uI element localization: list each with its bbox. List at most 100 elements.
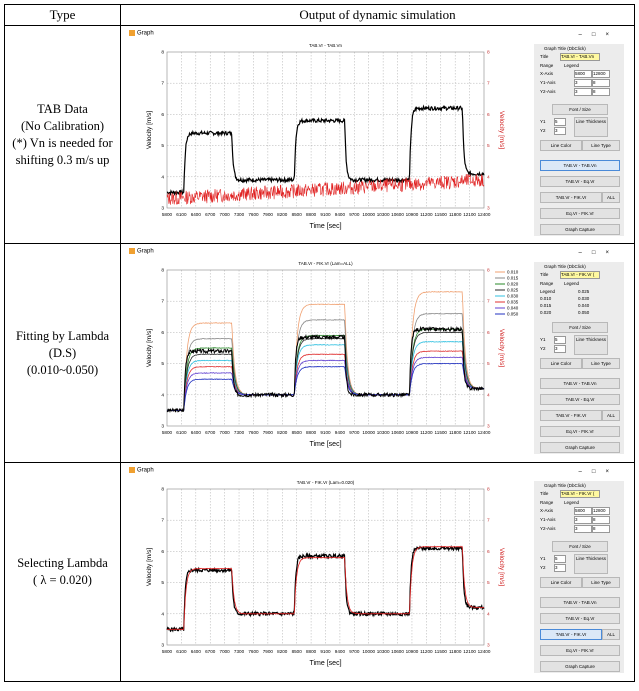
y1-max-input[interactable]: 8 xyxy=(592,516,610,524)
y1-axis-checkbox: Y1-Axis xyxy=(540,517,556,522)
y2-min-input[interactable]: 3 xyxy=(574,88,592,96)
font-size-button[interactable]: Font / Size xyxy=(552,541,608,552)
x-max-input[interactable]: 12800 xyxy=(592,70,610,78)
line-thickness-button[interactable]: Line Thickness xyxy=(574,117,608,137)
window-title: Graph xyxy=(137,30,154,37)
eq-vr-fik-vr-button[interactable]: Eq.Vr - FIK.Vr xyxy=(540,645,620,656)
font-size-button[interactable]: Font / Size xyxy=(552,322,608,333)
y2-checkbox: Y2 xyxy=(540,346,546,351)
series-line-tab-vr xyxy=(166,325,485,413)
x-min-input[interactable]: 5800 xyxy=(574,70,592,78)
x-tick-label: 12100 xyxy=(463,649,476,654)
y1-checkbox: Y1 xyxy=(540,556,546,561)
tab-vr-eq-vr-button[interactable]: TAB.Vr - Eq.Vr xyxy=(540,176,620,187)
y2-thickness-input[interactable]: 3 xyxy=(554,127,566,135)
y1-thickness-input[interactable]: 5 xyxy=(554,118,566,126)
line-type-button[interactable]: Line Type xyxy=(582,358,620,369)
close-icon[interactable]: × xyxy=(605,250,619,256)
y1-thickness-input[interactable]: 5 xyxy=(554,336,566,344)
x-tick-label: 12100 xyxy=(463,212,476,217)
lambda-checkbox: 0.025 xyxy=(578,289,590,294)
tab-vr-fik-vr-button[interactable]: TAB.Vr - FIK.Vr xyxy=(540,410,602,421)
y2-thickness-input[interactable]: 3 xyxy=(554,345,566,353)
line-type-button[interactable]: Line Type xyxy=(582,577,620,588)
y1-min-input[interactable]: 3 xyxy=(574,79,592,87)
label-line: shifting 0.3 m/s up xyxy=(15,152,110,167)
x-min-input[interactable]: 5800 xyxy=(574,507,592,515)
graph-capture-button[interactable]: Graph Capture xyxy=(540,661,620,672)
x-tick-label: 7900 xyxy=(263,212,274,217)
y2-tick-label: 6 xyxy=(487,549,490,555)
y2-min-input[interactable]: 3 xyxy=(574,525,592,533)
minimize-icon[interactable]: – xyxy=(578,469,592,475)
y2-axis-checkbox: Y2-Axis xyxy=(540,526,556,531)
x-tick-label: 12400 xyxy=(478,212,491,217)
y1-max-input[interactable]: 8 xyxy=(592,79,610,87)
x-tick-label: 7300 xyxy=(234,649,245,654)
header-type: Type xyxy=(4,4,121,26)
x-tick-label: 5800 xyxy=(162,649,173,654)
y-tick-label: 7 xyxy=(161,81,164,87)
close-icon[interactable]: × xyxy=(605,32,619,38)
line-color-button[interactable]: Line Color xyxy=(540,140,582,151)
tab-vr-fik-vr-button[interactable]: TAB.Vr - FIK.Vr xyxy=(540,192,602,203)
minimize-icon[interactable]: – xyxy=(578,250,592,256)
x-tick-label: 10000 xyxy=(362,430,375,435)
y2-tick-label: 7 xyxy=(487,299,490,305)
y2-checkbox: Y2 xyxy=(540,128,546,133)
x-tick-label: 12400 xyxy=(478,649,491,654)
all-button[interactable]: ALL xyxy=(602,629,620,640)
y2-max-input[interactable]: 8 xyxy=(592,88,610,96)
maximize-icon[interactable]: □ xyxy=(591,250,606,256)
y-axis-label: Velocity [m/s] xyxy=(146,548,153,586)
x-tick-label: 11500 xyxy=(435,649,448,654)
x-tick-label: 10600 xyxy=(391,649,404,654)
line-color-button[interactable]: Line Color xyxy=(540,358,582,369)
tab-vr-tab-vn-button[interactable]: TAB.Vr - TAB.Vn xyxy=(540,160,620,171)
tab-vr-tab-vn-button[interactable]: TAB.Vr - TAB.Vn xyxy=(540,597,620,608)
line-color-button[interactable]: Line Color xyxy=(540,577,582,588)
legend-label: Legend xyxy=(564,281,580,286)
legend-label: 0.025 xyxy=(507,288,519,293)
tab-vr-fik-vr-button[interactable]: TAB.Vr - FIK.Vr xyxy=(540,629,602,640)
title-input[interactable]: TAB.Vr - FIK.Vr ( xyxy=(560,271,600,279)
y2-tick-label: 3 xyxy=(487,424,490,430)
x-tick-label: 11200 xyxy=(420,430,433,435)
x-tick-label: 10900 xyxy=(406,649,419,654)
minimize-icon[interactable]: – xyxy=(578,32,592,38)
line-thickness-button[interactable]: Line Thickness xyxy=(574,554,608,574)
tab-vr-tab-vn-button[interactable]: TAB.Vr - TAB.Vn xyxy=(540,378,620,389)
row-label: Fitting by Lambda (D.S) (0.010~0.050) xyxy=(4,243,121,463)
close-icon[interactable]: × xyxy=(605,469,619,475)
y-tick-label: 5 xyxy=(161,361,164,367)
x-tick-label: 7000 xyxy=(220,430,231,435)
graph-capture-button[interactable]: Graph Capture xyxy=(540,442,620,453)
tab-vr-eq-vr-button[interactable]: TAB.Vr - Eq.Vr xyxy=(540,613,620,624)
x-tick-label: 5800 xyxy=(162,212,173,217)
title-input[interactable]: TAB.Vr - TAB.Vn xyxy=(560,53,600,61)
label-line: Fitting by Lambda xyxy=(15,328,110,343)
line-thickness-button[interactable]: Line Thickness xyxy=(574,335,608,355)
title-input[interactable]: TAB.Vr - FIK.Vr ( xyxy=(560,490,600,498)
maximize-icon[interactable]: □ xyxy=(591,469,606,475)
x-tick-label: 8500 xyxy=(292,212,303,217)
eq-vr-fik-vr-button[interactable]: Eq.Vr - FIK.Vr xyxy=(540,208,620,219)
maximize-icon[interactable]: □ xyxy=(591,32,606,38)
y-tick-label: 6 xyxy=(161,112,164,118)
x-max-input[interactable]: 12800 xyxy=(592,507,610,515)
y-axis-label: Velocity [m/s] xyxy=(146,111,153,149)
y2-thickness-input[interactable]: 3 xyxy=(554,564,566,572)
y1-min-input[interactable]: 3 xyxy=(574,516,592,524)
y2-max-input[interactable]: 8 xyxy=(592,525,610,533)
y-tick-label: 5 xyxy=(161,143,164,149)
font-size-button[interactable]: Font / Size xyxy=(552,104,608,115)
eq-vr-fik-vr-button[interactable]: Eq.Vr - FIK.Vr xyxy=(540,426,620,437)
header-output: Output of dynamic simulation xyxy=(120,4,635,26)
tab-vr-eq-vr-button[interactable]: TAB.Vr - Eq.Vr xyxy=(540,394,620,405)
y1-thickness-input[interactable]: 5 xyxy=(554,555,566,563)
line-type-button[interactable]: Line Type xyxy=(582,140,620,151)
graph-capture-button[interactable]: Graph Capture xyxy=(540,224,620,235)
all-button[interactable]: ALL xyxy=(602,410,620,421)
y2-tick-label: 5 xyxy=(487,143,490,149)
all-button[interactable]: ALL xyxy=(602,192,620,203)
